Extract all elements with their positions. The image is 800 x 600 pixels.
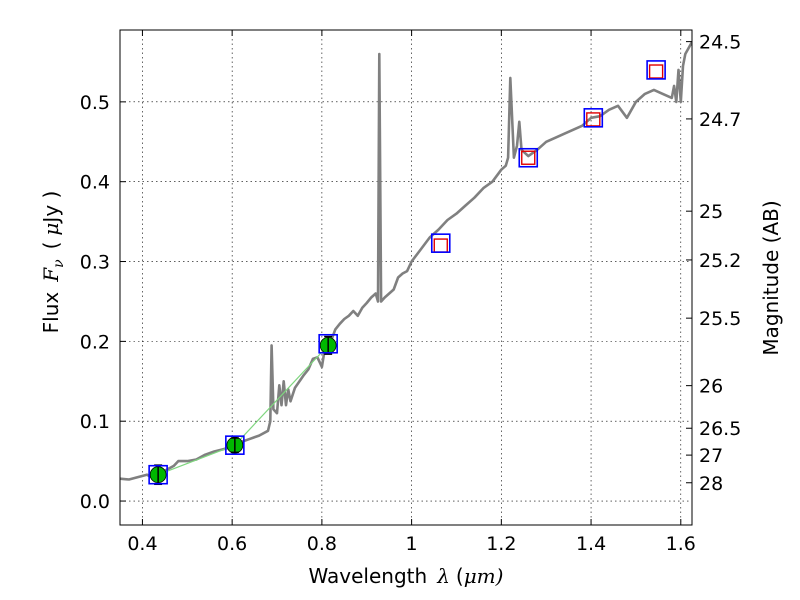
x-tick-label: 0.6 xyxy=(217,533,247,555)
x-tick-label: 1.2 xyxy=(486,533,516,555)
model-flux-box xyxy=(646,60,666,80)
y-tick-label: 0.2 xyxy=(80,331,110,353)
model-flux-box xyxy=(148,464,168,485)
y-axis-title-unit-open: ( xyxy=(39,242,63,250)
tick-labels: 0.4 0.6 0.8 1 1.2 1.4 1.6 0.0 0.1 0.2 0.3 0.4 0.5 24.… xyxy=(80,32,742,555)
y-axis-title-symbol: F xyxy=(39,267,63,283)
y2-tick-label: 27 xyxy=(699,445,723,467)
y2-tick-label: 25.2 xyxy=(699,250,741,272)
y-tick-label: 0.0 xyxy=(80,491,110,513)
x-tick-label: 0.4 xyxy=(127,533,157,555)
x-axis-title: Wavelength λ (μm) xyxy=(309,564,504,588)
axis-ticks xyxy=(120,30,692,525)
photometry-point xyxy=(648,64,664,79)
photometry-markers xyxy=(148,60,666,486)
x-tick-label: 1 xyxy=(406,533,418,555)
x-axis-title-unit-prefix: ( xyxy=(456,564,464,588)
model-flux-box xyxy=(430,233,451,253)
photometry-point xyxy=(586,112,601,127)
y-axis-title-text: Flux xyxy=(39,292,63,334)
y2-tick-label: 24.7 xyxy=(699,109,741,131)
y2-tick-label: 24.5 xyxy=(699,32,741,54)
y-axis-title: Flux Fν ( μJy ) xyxy=(39,191,67,334)
x-tick-label: 1.4 xyxy=(576,533,606,555)
y2-axis-title: Magnitude (AB) xyxy=(759,200,783,355)
x-tick-label: 0.8 xyxy=(307,533,337,555)
photometry-point xyxy=(521,150,536,165)
y-axis-title-subscript: ν xyxy=(51,259,67,268)
grid-lines xyxy=(120,30,692,525)
y2-tick-label: 26 xyxy=(699,376,723,398)
x-axis-title-text: Wavelength xyxy=(309,564,428,588)
y-tick-label: 0.4 xyxy=(80,172,110,194)
x-axis-title-symbol: λ xyxy=(436,564,450,588)
model-flux-box xyxy=(583,108,604,128)
plot-frame xyxy=(119,29,693,526)
y2-tick-label: 28 xyxy=(699,473,723,495)
x-axis-title-unit: μm) xyxy=(464,564,504,588)
y-axis-title-unit: Jy ) xyxy=(39,191,63,225)
y-tick-label: 0.1 xyxy=(80,411,110,433)
y-axis-title-unit-mu: μ xyxy=(39,223,63,236)
model-flux-box xyxy=(225,435,245,455)
y-tick-label: 0.5 xyxy=(80,92,110,114)
y-tick-label: 0.3 xyxy=(80,252,110,274)
y2-tick-label: 25.5 xyxy=(699,308,741,330)
model-flux-box xyxy=(518,147,539,168)
y2-tick-label: 25 xyxy=(699,201,723,223)
x-tick-label: 1.6 xyxy=(666,533,696,555)
model-flux-box xyxy=(318,333,338,354)
y2-tick-label: 26.5 xyxy=(699,418,741,440)
